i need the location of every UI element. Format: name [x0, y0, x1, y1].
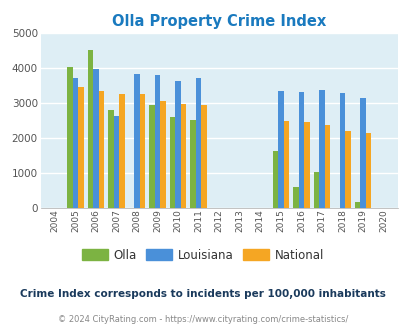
Bar [196, 79, 201, 208]
Bar [67, 67, 72, 208]
Bar [181, 104, 186, 208]
Bar [313, 172, 318, 208]
Bar [354, 202, 359, 208]
Bar [359, 98, 365, 208]
Bar [119, 93, 125, 208]
Bar [344, 131, 350, 208]
Bar [154, 75, 160, 208]
Text: Crime Index corresponds to incidents per 100,000 inhabitants: Crime Index corresponds to incidents per… [20, 289, 385, 299]
Bar [140, 94, 145, 208]
Bar [283, 121, 288, 208]
Bar [272, 150, 277, 208]
Bar [87, 50, 93, 208]
Bar [303, 122, 309, 208]
Bar [365, 133, 371, 208]
Bar [201, 105, 207, 208]
Bar [149, 105, 154, 208]
Bar [113, 116, 119, 208]
Bar [190, 120, 196, 208]
Bar [318, 90, 324, 208]
Bar [78, 87, 83, 208]
Bar [108, 110, 113, 208]
Bar [72, 79, 78, 208]
Bar [298, 92, 303, 208]
Title: Olla Property Crime Index: Olla Property Crime Index [112, 14, 326, 29]
Bar [93, 69, 98, 208]
Bar [134, 74, 140, 208]
Legend: Olla, Louisiana, National: Olla, Louisiana, National [77, 244, 328, 266]
Bar [324, 125, 329, 208]
Bar [98, 91, 104, 208]
Bar [169, 117, 175, 208]
Bar [175, 81, 181, 208]
Bar [292, 187, 298, 208]
Bar [160, 101, 166, 208]
Bar [277, 91, 283, 208]
Bar [339, 93, 344, 208]
Text: © 2024 CityRating.com - https://www.cityrating.com/crime-statistics/: © 2024 CityRating.com - https://www.city… [58, 315, 347, 324]
